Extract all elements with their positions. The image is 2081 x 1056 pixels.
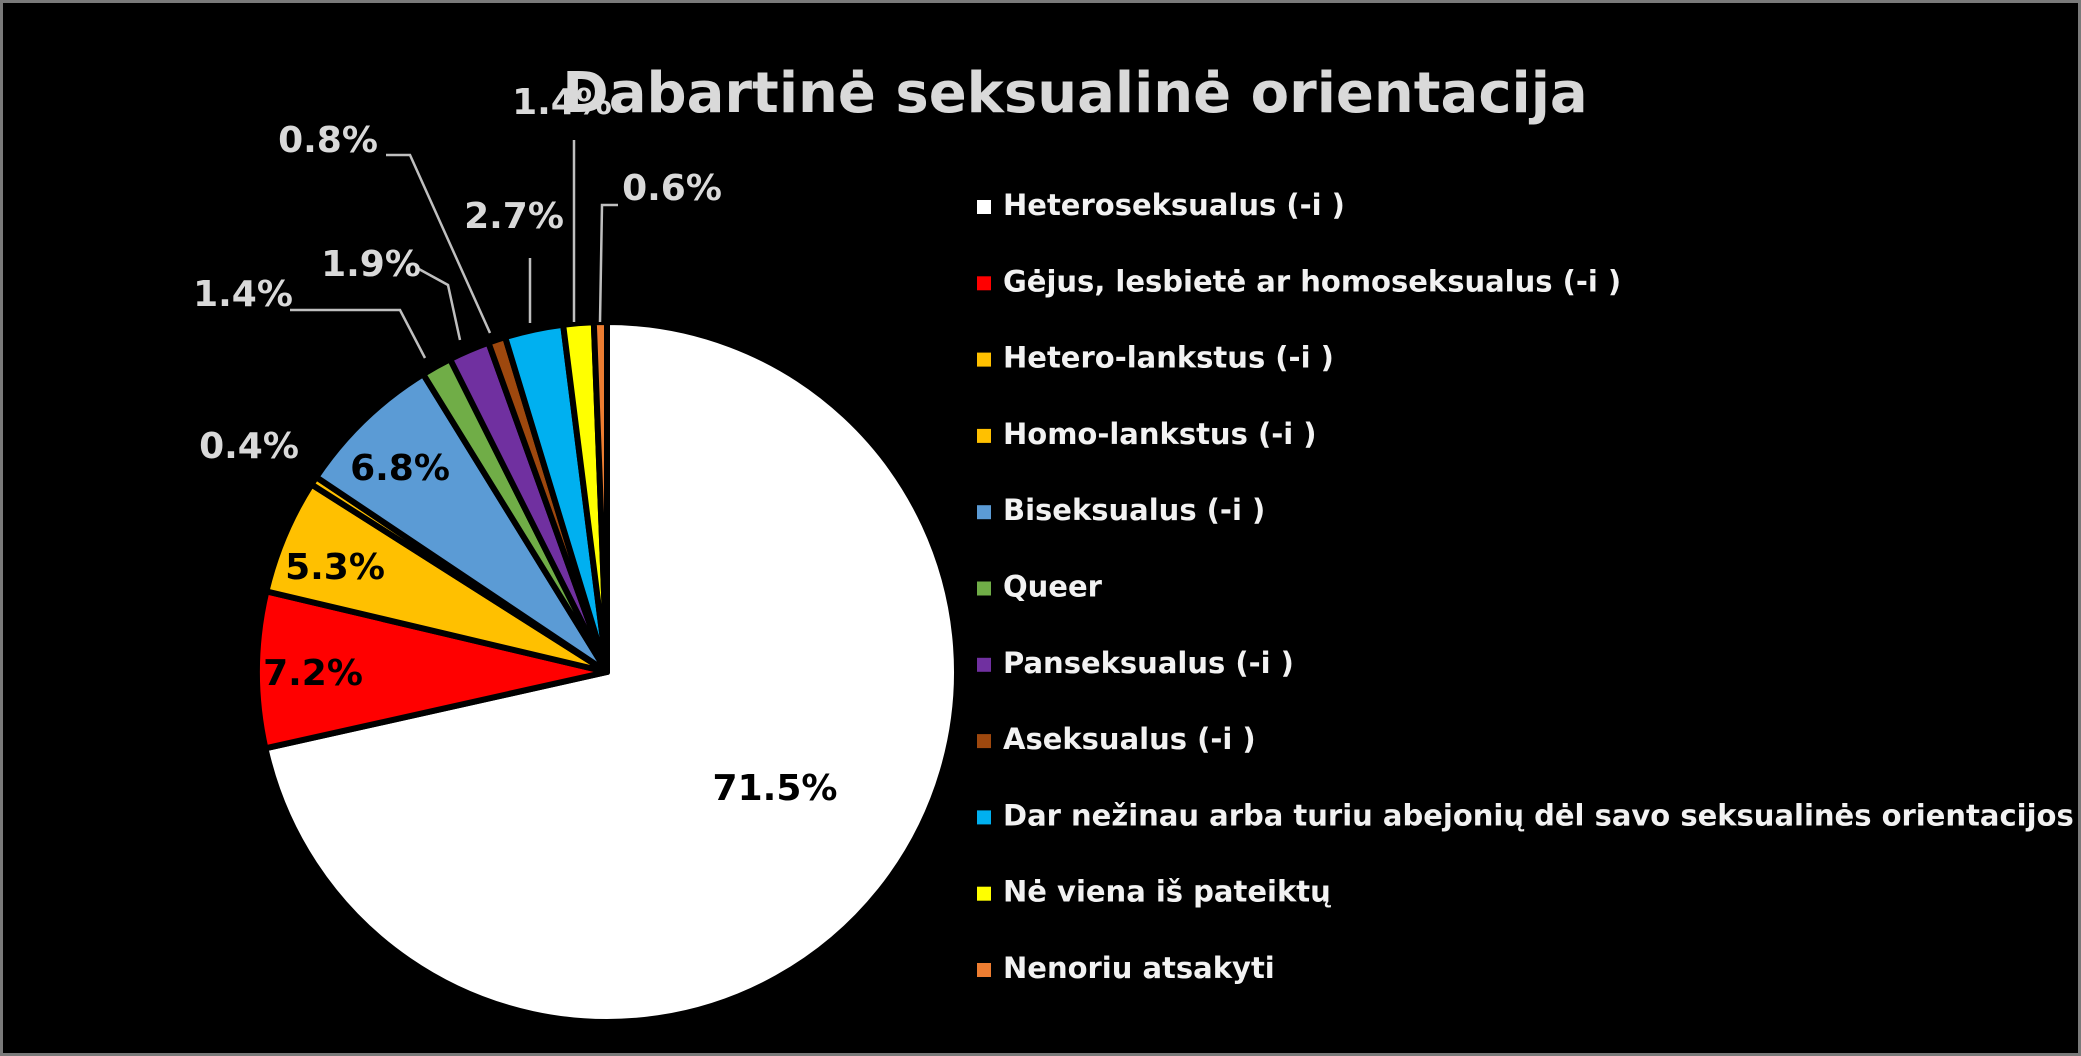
pie-slice-2 [254,588,610,752]
legend-label-4: Homo-lankstus (-i ) [1003,417,1317,451]
leader-line-7 [416,266,462,341]
legend: Heteroseksualus (-i ) Gėjus, lesbietė ar … [977,188,2074,985]
leader-line-11 [598,203,618,323]
pie-slice-1 [262,319,960,1025]
legend-label-2: Gėjus, lesbietė ar homoseksualus (-i ) [1003,264,1621,298]
legend-swatch-9 [977,810,991,825]
data-label-10: 1.4% [512,82,612,123]
data-label-4: 0.4% [199,426,299,467]
legend-swatch-10 [977,886,991,901]
data-label-9: 2.7% [464,196,564,237]
data-labels: 71.5% 7.2% 5.3% 0.4% 6.8% 1.4% 1.9% 0.8% 2.7% 1.4… [193,82,837,809]
legend-label-5: Biseksualus (-i ) [1003,493,1265,527]
data-label-6: 1.4% [193,274,293,315]
pie-slices [254,319,960,1025]
data-label-7: 1.9% [321,244,421,285]
data-label-11: 0.6% [622,168,722,209]
data-label-2: 7.2% [263,653,363,694]
label-leader-lines [290,140,618,359]
legend-swatch-8 [977,734,991,749]
legend-swatch-5 [977,505,991,520]
legend-label-11: Nenoriu atsakyti [1003,951,1275,985]
legend-swatch-6 [977,581,991,596]
legend-swatch-2 [977,276,991,291]
data-label-8: 0.8% [278,120,378,161]
chart-title: Dabartinė seksualinė orientacija [562,61,1587,126]
legend-swatch-7 [977,657,991,672]
data-label-5: 6.8% [350,448,450,489]
legend-swatch-1 [977,200,991,214]
leader-line-6 [290,308,427,359]
pie-slice-11 [590,319,610,675]
legend-label-9: Dar nežinau arba turiu abejonių dėl savo… [1003,798,2074,832]
data-label-1: 71.5% [713,768,838,809]
pie-slice-5 [313,371,610,675]
legend-label-8: Aseksualus (-i ) [1003,722,1256,756]
legend-label-1: Heteroseksualus (-i ) [1003,188,1345,222]
legend-swatch-4 [977,428,991,443]
legend-label-10: Nė viena iš pateiktų [1003,875,1331,909]
data-label-3: 5.3% [285,547,385,588]
legend-swatch-11 [977,963,991,977]
legend-label-3: Hetero-lankstus (-i ) [1003,341,1334,375]
legend-label-6: Queer [1003,570,1103,604]
legend-swatch-3 [977,352,991,367]
leader-line-8 [386,153,492,334]
legend-label-7: Panseksualus (-i ) [1003,646,1294,680]
